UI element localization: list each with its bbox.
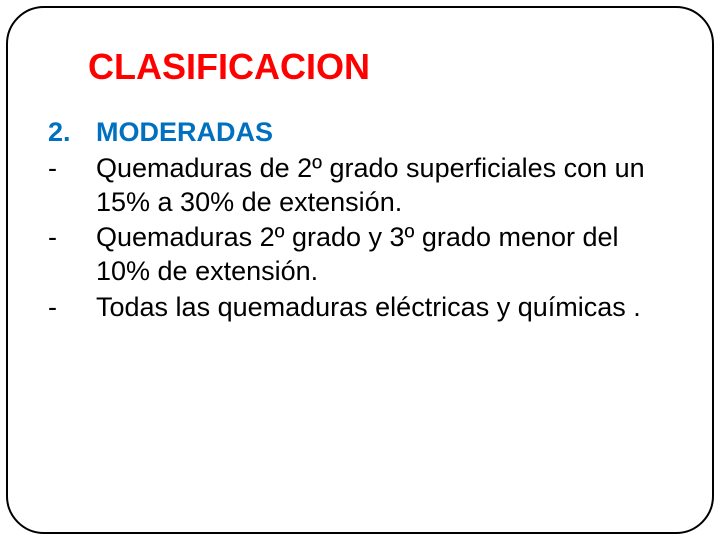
item-text: Quemaduras 2º grado y 3º grado menor del…	[96, 221, 672, 289]
item-marker: -	[48, 221, 96, 289]
heading-row: 2. MODERADAS	[48, 116, 672, 150]
heading-text: MODERADAS	[96, 116, 672, 150]
slide-title: CLASIFICACION	[88, 46, 672, 88]
item-marker: -	[48, 291, 96, 325]
list-item: - Todas las quemaduras eléctricas y quím…	[48, 291, 672, 325]
item-marker: -	[48, 152, 96, 220]
list-item: - Quemaduras 2º grado y 3º grado menor d…	[48, 221, 672, 289]
item-text: Quemaduras de 2º grado superficiales con…	[96, 152, 672, 220]
slide-content: 2. MODERADAS - Quemaduras de 2º grado su…	[48, 116, 672, 325]
list-item: - Quemaduras de 2º grado superficiales c…	[48, 152, 672, 220]
heading-marker: 2.	[48, 116, 96, 150]
slide-frame: CLASIFICACION 2. MODERADAS - Quemaduras …	[6, 6, 714, 534]
item-text: Todas las quemaduras eléctricas y químic…	[96, 291, 672, 325]
